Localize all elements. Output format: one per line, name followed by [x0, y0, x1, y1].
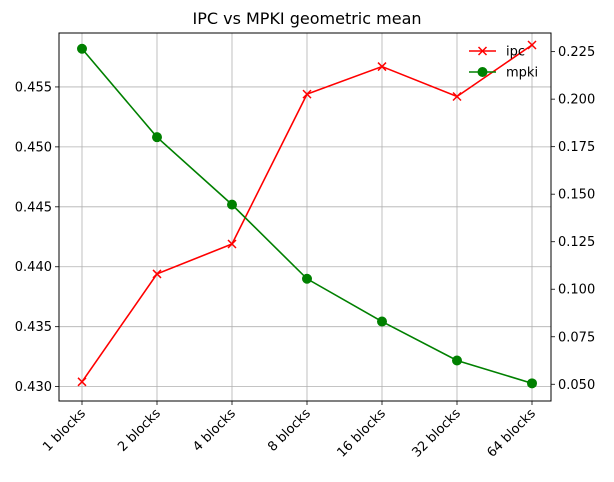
axes: 1 blocks 2 blocks 4 blocks 8 blocks 16 block… — [15, 45, 595, 461]
right-y-tick-label: 0.150 — [558, 188, 595, 203]
left-y-tick-label: 0.430 — [15, 380, 52, 395]
marker-stroke — [152, 269, 162, 279]
series-layer — [77, 40, 537, 389]
right-y-tick-label: 0.200 — [558, 93, 595, 108]
data-point-ipc — [527, 40, 537, 50]
marker-stroke — [527, 40, 537, 50]
left-y-tick-label: 0.440 — [15, 260, 52, 275]
data-point-mpki — [527, 378, 537, 389]
data-point-mpki — [152, 132, 162, 143]
marker-stroke — [77, 377, 87, 387]
legend-marker-mpki — [477, 67, 488, 77]
data-point-ipc — [77, 377, 87, 387]
x-tick-label: 16 blocks — [334, 406, 389, 461]
marker-stroke — [302, 89, 312, 99]
x-tick-label: 32 blocks — [409, 406, 464, 461]
data-point-mpki — [302, 273, 312, 284]
legend-label-mpki: mpki — [506, 66, 538, 81]
right-y-tick-label: 0.225 — [558, 45, 595, 60]
data-point-mpki — [377, 316, 387, 327]
data-point-ipc — [452, 92, 462, 102]
right-y-tick-label: 0.125 — [558, 235, 595, 250]
x-tick-label: 8 blocks — [265, 406, 314, 455]
plot-frame — [58, 32, 552, 402]
data-point-ipc — [302, 89, 312, 99]
data-point-mpki — [227, 199, 237, 210]
legend-marker-ipc — [477, 46, 488, 56]
data-point-ipc — [377, 62, 387, 72]
marker-stroke — [477, 46, 488, 56]
right-y-tick-label: 0.100 — [558, 283, 595, 298]
legend: ipc mpki — [469, 45, 538, 81]
right-y-tick-label: 0.075 — [558, 330, 595, 345]
right-y-tick-label: 0.175 — [558, 140, 595, 155]
chart-title: IPC vs MPKI geometric mean — [192, 9, 421, 28]
legend-label-ipc: ipc — [506, 45, 525, 60]
data-point-ipc — [227, 239, 237, 249]
data-point-mpki — [77, 43, 87, 54]
x-tick-label: 1 blocks — [40, 406, 89, 455]
left-y-tick-label: 0.450 — [15, 140, 52, 155]
marker-stroke — [452, 92, 462, 102]
grid-lines — [59, 33, 551, 401]
left-y-tick-label: 0.445 — [15, 200, 52, 215]
left-y-tick-label: 0.435 — [15, 320, 52, 335]
left-y-tick-label: 0.455 — [15, 80, 52, 95]
right-y-tick-label: 0.050 — [558, 378, 595, 393]
data-point-ipc — [152, 269, 162, 279]
x-tick-label: 64 blocks — [484, 406, 539, 461]
marker-stroke — [227, 239, 237, 249]
data-point-mpki — [452, 355, 462, 366]
marker-stroke — [377, 62, 387, 72]
x-tick-label: 2 blocks — [115, 406, 164, 455]
x-tick-label: 4 blocks — [190, 406, 239, 455]
